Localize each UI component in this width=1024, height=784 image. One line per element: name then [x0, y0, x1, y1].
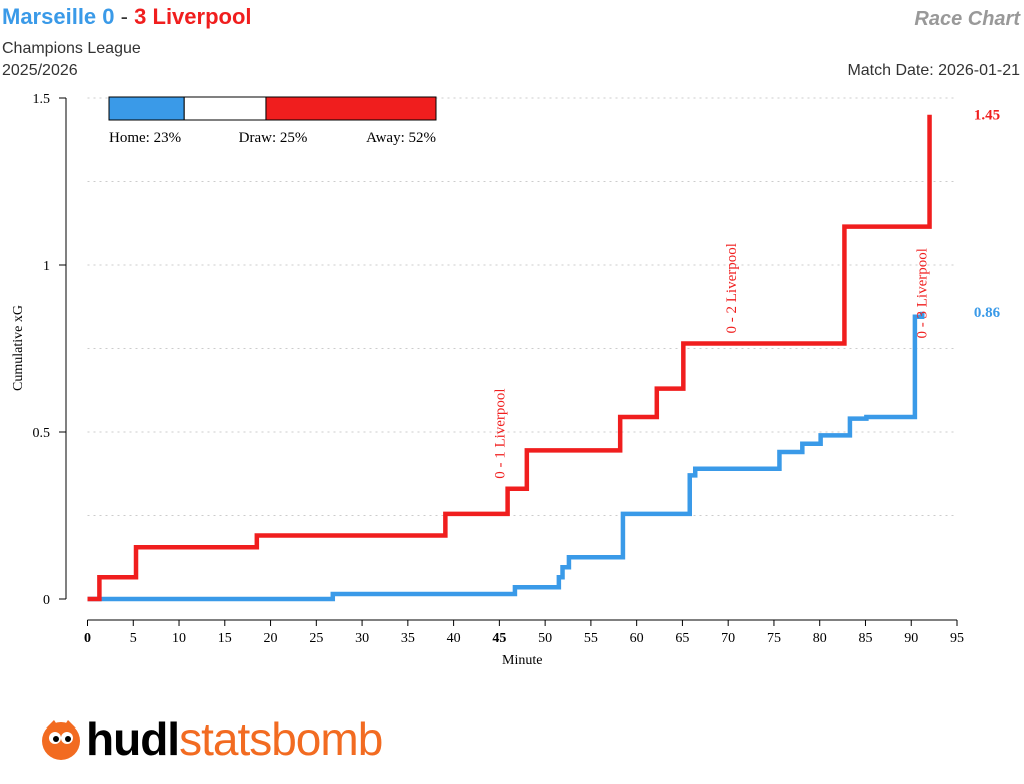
away-team-name: Liverpool: [152, 4, 252, 29]
x-tick-label: 60: [630, 631, 644, 646]
x-tick-label: 85: [858, 631, 872, 646]
x-tick-label: 40: [447, 631, 461, 646]
season-label: 2025/2026: [2, 62, 78, 79]
x-tick-label: 10: [172, 631, 186, 646]
x-tick-label: 15: [218, 631, 232, 646]
statsbomb-logo: hudl statsbomb: [36, 712, 383, 766]
home-team-name: Marseille: [2, 4, 97, 29]
x-tick-label: 65: [675, 631, 689, 646]
x-tick-label: 0: [84, 631, 91, 646]
x-tick-label: 25: [309, 631, 323, 646]
x-tick-label: 30: [355, 631, 369, 646]
y-axis-title: Cumulative xG: [11, 305, 26, 391]
x-tick-label: 95: [950, 631, 964, 646]
x-tick-label: 20: [264, 631, 278, 646]
home-win-probability-segment: [108, 96, 185, 121]
chart-type-label: Race Chart: [914, 8, 1020, 30]
match-title: Marseille 0 - 3 Liverpool: [2, 4, 252, 30]
x-tick-label: 90: [904, 631, 918, 646]
home-final-xg-label: 0.86: [974, 305, 1001, 321]
draw-probability-label: Draw: 25%: [239, 130, 308, 146]
x-tick-label: 5: [130, 631, 137, 646]
y-tick-label: 0: [43, 593, 50, 608]
home-xg-line: [87, 311, 925, 602]
score-separator: -: [120, 4, 128, 29]
x-tick-label: 45: [492, 631, 506, 646]
goal-annotation: 0 - 2 Liverpool: [724, 243, 740, 333]
y-tick-label: 1.5: [33, 92, 51, 107]
away-probability-label: Away: 52%: [366, 130, 436, 146]
logo-word-statsbomb: statsbomb: [179, 713, 383, 765]
home-score: 0: [102, 4, 115, 29]
home-probability-label: Home: 23%: [109, 130, 181, 146]
away-final-xg-label: 1.45: [974, 108, 1000, 124]
y-tick-label: 1: [43, 259, 50, 274]
y-tick-label: 0.5: [33, 426, 51, 441]
x-tick-label: 75: [767, 631, 781, 646]
x-axis-title: Minute: [502, 653, 542, 668]
x-tick-label: 50: [538, 631, 552, 646]
x-tick-label: 80: [813, 631, 827, 646]
x-tick-label: 55: [584, 631, 598, 646]
logo-word-hudl: hudl: [86, 713, 180, 765]
statsbomb-logo-icon: [42, 720, 80, 760]
away-xg-line: [87, 114, 932, 602]
competition-name: Champions League: [2, 40, 141, 57]
match-date: Match Date: 2026-01-21: [847, 62, 1020, 79]
x-tick-label: 35: [401, 631, 415, 646]
draw-probability-segment: [183, 96, 267, 121]
race-chart: 0 0.5 1 1.5 0 5 10 15 20 25 30 35 40 45 50 55 60 65 70 75 80…: [11, 92, 1001, 668]
goal-annotation: 0 - 1 Liverpool: [493, 388, 509, 478]
away-score: 3: [134, 4, 147, 29]
goal-annotation: 0 - 3 Liverpool: [915, 248, 931, 338]
away-win-probability-segment: [265, 96, 437, 121]
x-tick-label: 70: [721, 631, 735, 646]
